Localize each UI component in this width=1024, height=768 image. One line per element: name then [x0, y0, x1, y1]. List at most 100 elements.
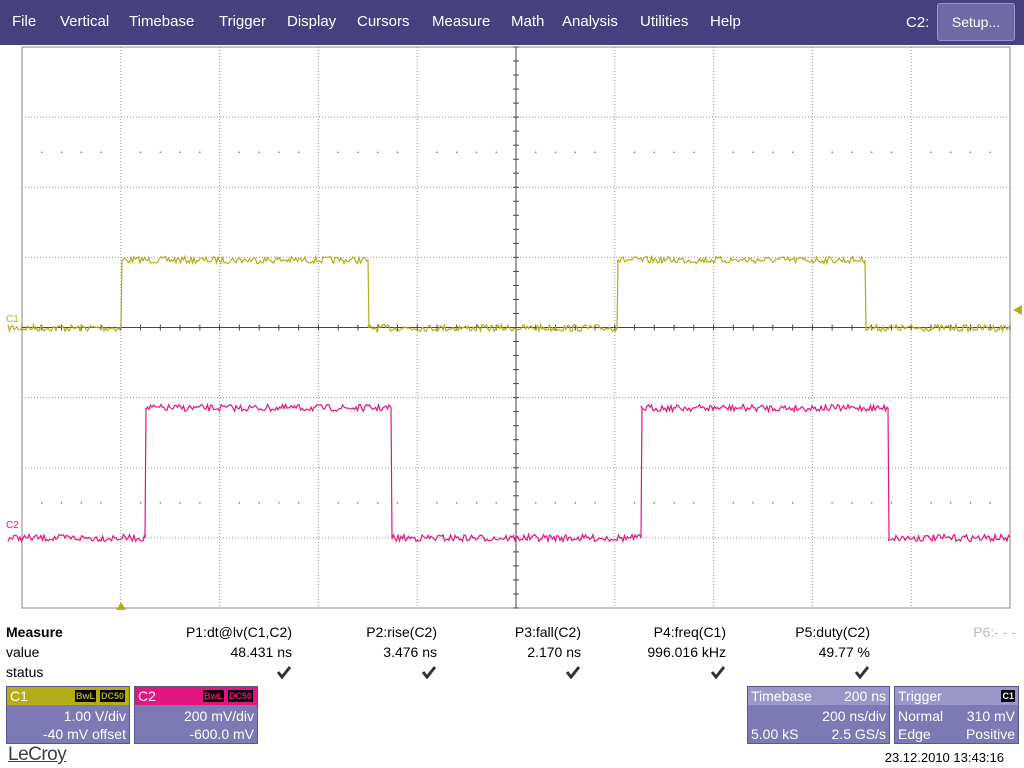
menu-item[interactable]: Measure [432, 13, 491, 30]
grid-dot [100, 151, 102, 153]
grid-dot [258, 502, 260, 504]
grid-dot [534, 502, 537, 504]
menu-item[interactable]: Timebase [129, 13, 195, 30]
trigger-level-marker [1013, 305, 1022, 315]
grid-dot [60, 502, 63, 504]
channel-scale: 1.00 V/div [63, 708, 126, 724]
timebase-header: Timebase 200 ns [748, 687, 889, 705]
grid-dot [574, 502, 577, 504]
param-value: 996.016 kHz [647, 644, 726, 660]
grid-dot [159, 502, 162, 504]
channel-offset: -40 mV offset [42, 726, 126, 742]
grid-dot [436, 151, 438, 153]
badge: BwL [203, 690, 224, 702]
trace [7, 402, 1011, 544]
param-value: 2.170 ns [527, 644, 581, 660]
grid-dot [732, 502, 735, 504]
param-value: 48.431 ns [230, 644, 293, 660]
grid-dot [772, 502, 774, 504]
grid-dot [693, 502, 695, 504]
param-name: P2:rise(C2) [366, 624, 437, 640]
menu-item[interactable]: Help [710, 13, 741, 30]
grid-dot [949, 151, 952, 153]
status-check [711, 666, 725, 679]
grid-dot [949, 502, 952, 504]
menu-item[interactable]: Analysis [562, 13, 618, 30]
grid-dot [969, 502, 972, 504]
grid-dot [179, 151, 181, 153]
grid-dot [633, 151, 636, 153]
timebase-delay: 200 ns [843, 688, 886, 704]
grid-dot [297, 151, 300, 153]
grid-dot [139, 151, 142, 153]
trigger-time-marker [116, 602, 126, 610]
brand-logo: LeCroy [8, 744, 67, 765]
trigger-level: 310 mV [966, 708, 1015, 724]
menu-bar: C2: Setup... File Vertical Timebase Trigger… [0, 0, 1024, 45]
channel-box[interactable]: C1 BwL DC50 1.00 V/div -40 mV offset [6, 686, 130, 744]
channel-box[interactable]: C2 BwL DC50 200 mV/div -600.0 mV [134, 686, 258, 744]
channel-label: C2: [906, 14, 930, 31]
grid-dot [80, 502, 83, 504]
grid-dot [495, 502, 498, 504]
param-name: P6:- - - [973, 624, 1016, 640]
badge: DC50 [100, 690, 126, 702]
grid-dot [554, 502, 557, 504]
row-label: value [6, 644, 40, 660]
grid-dot [357, 502, 359, 504]
trace-label: C1 [6, 314, 19, 325]
grid-dot [455, 151, 458, 153]
grid-dot [475, 151, 478, 153]
row-label: status [6, 664, 44, 680]
param-name: P4:freq(C1) [653, 624, 726, 640]
grid-dot [376, 502, 379, 504]
trace [7, 254, 1011, 334]
grid-dot [772, 151, 774, 153]
grid-dot [199, 151, 201, 153]
menu-item[interactable]: Display [287, 13, 337, 30]
grid-dot [752, 502, 754, 504]
grid-dot [60, 151, 63, 153]
timebase-scale: 200 ns/div [822, 708, 886, 724]
trigger-header: Trigger C1 [895, 687, 1018, 705]
grid-dot [752, 151, 754, 153]
badge: BwL [75, 690, 96, 702]
grid-dot [495, 151, 498, 153]
grid-dot [693, 151, 695, 153]
grid-dot [831, 151, 833, 153]
channel-name: C2 [138, 688, 156, 704]
menu-item[interactable]: Math [511, 13, 545, 30]
param-value: 49.77 % [818, 644, 870, 660]
timebase-box[interactable]: Timebase 200 ns 200 ns/div 5.00 kS 2.5 G… [747, 686, 890, 744]
grid-dot [80, 151, 83, 153]
grid-dot [199, 502, 201, 504]
grid-dot [534, 151, 537, 153]
grid-dot [554, 151, 557, 153]
status-check [855, 666, 869, 679]
grid-dot [930, 151, 932, 153]
setup-button[interactable]: Setup... [937, 3, 1015, 41]
grid-dot [969, 151, 972, 153]
menu-item[interactable]: File [12, 13, 37, 30]
timestamp: 23.12.2010 13:43:16 [884, 750, 1004, 765]
measure-title: Measure [6, 624, 63, 640]
channel-header: C1 BwL DC50 [7, 687, 129, 705]
menu-item[interactable]: Utilities [640, 13, 689, 30]
grid-dot [673, 151, 675, 153]
trigger-box[interactable]: Trigger C1 Normal 310 mV Edge Positive [894, 686, 1019, 744]
grid-dot [653, 151, 656, 153]
grid-dot [633, 502, 636, 504]
channel-scale: 200 mV/div [183, 708, 254, 724]
grid-dot [139, 502, 142, 504]
grid-dot [890, 151, 893, 153]
grid-dot [851, 502, 853, 504]
status-check [422, 666, 436, 679]
grid-dot [455, 502, 458, 504]
menu-item[interactable]: Cursors [357, 13, 410, 30]
menu-item[interactable]: Trigger [219, 13, 266, 30]
menu-item[interactable]: Vertical [60, 13, 110, 30]
grid-dot [278, 151, 280, 153]
grid-dot [791, 502, 794, 504]
trace-label: C2 [6, 520, 19, 531]
